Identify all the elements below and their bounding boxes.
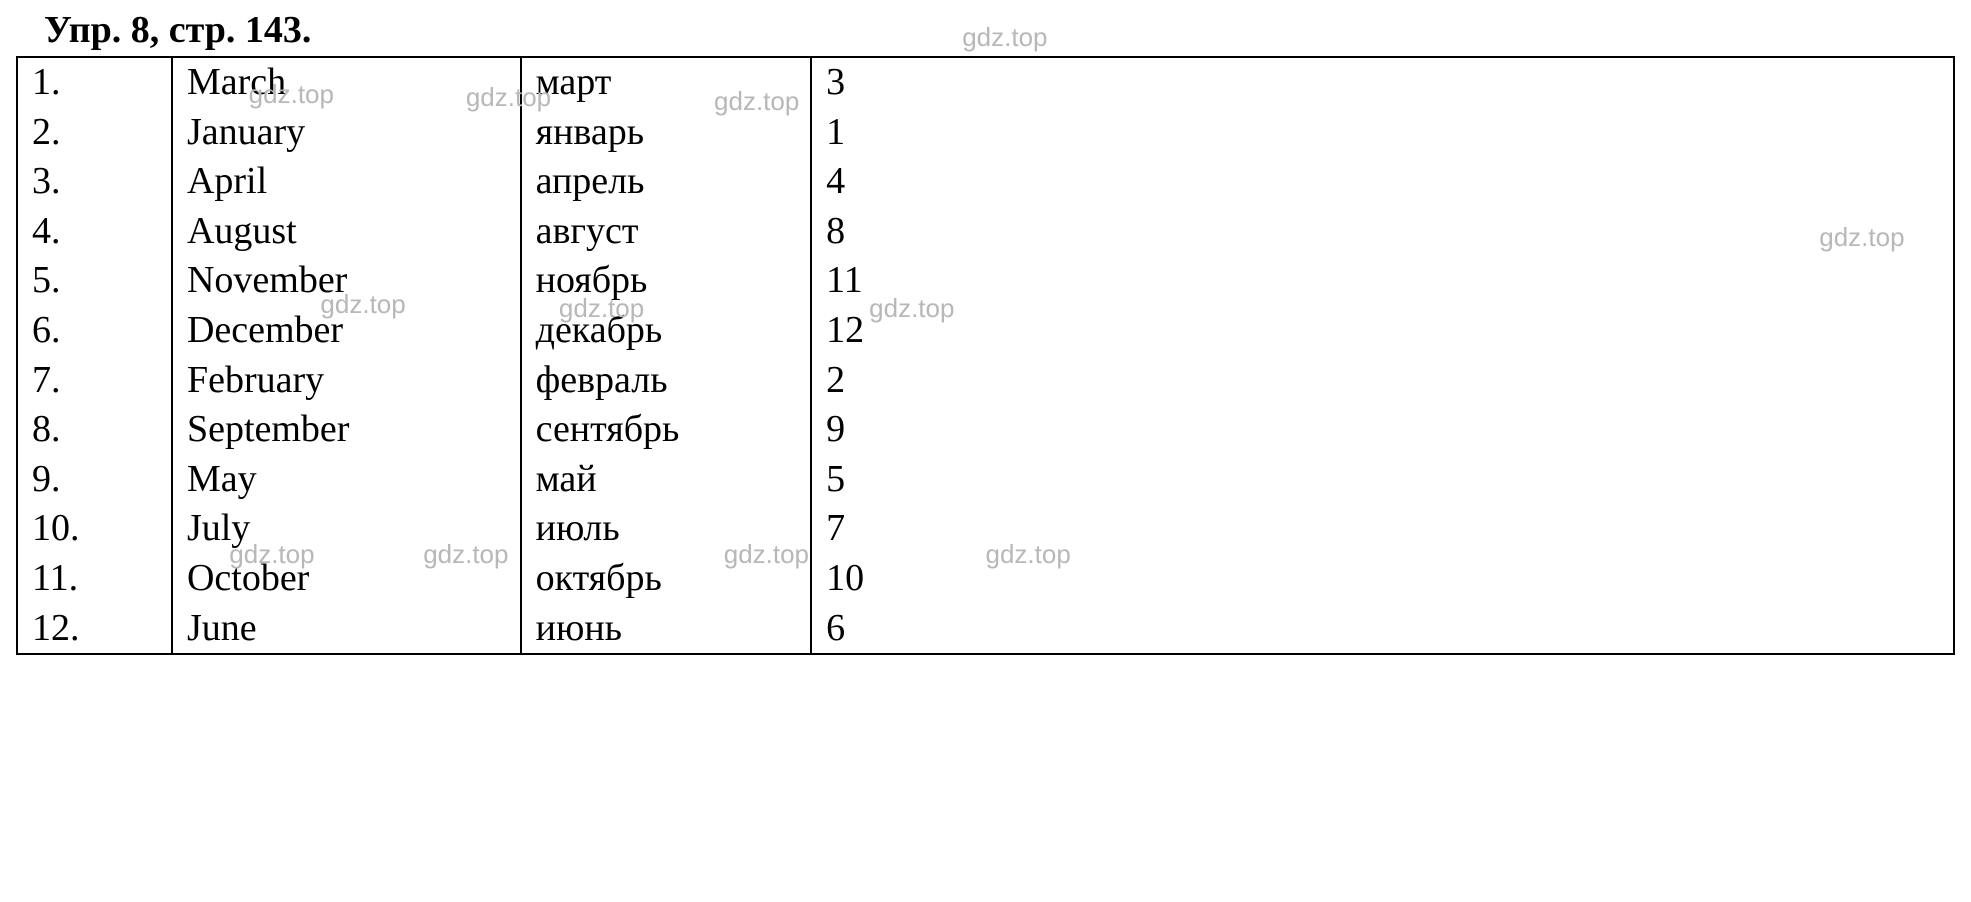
row-number: 5. [17, 256, 172, 306]
table-row: 12. June июнь 6 [17, 604, 1954, 655]
row-number: 2. [17, 108, 172, 158]
table-row: 11. October октябрь 10 [17, 554, 1954, 604]
months-table: 1. March март 3 2. January январь 1 3. A… [16, 56, 1955, 655]
month-order: 7 [811, 504, 1954, 554]
month-ru: ноябрь [521, 256, 812, 306]
table-row: 3. April апрель 4 [17, 157, 1954, 207]
row-number: 8. [17, 405, 172, 455]
month-en: July [172, 504, 521, 554]
row-number: 7. [17, 356, 172, 406]
row-number: 10. [17, 504, 172, 554]
month-order: 3 [811, 57, 1954, 108]
month-ru: апрель [521, 157, 812, 207]
document-root: Упр. 8, стр. 143. 1. March март 3 2. Jan… [16, 8, 1955, 655]
month-en: August [172, 207, 521, 257]
exercise-heading: Упр. 8, стр. 143. [44, 8, 1955, 52]
month-ru: июль [521, 504, 812, 554]
month-ru: май [521, 455, 812, 505]
month-order: 1 [811, 108, 1954, 158]
table-row: 5. November ноябрь 11 [17, 256, 1954, 306]
row-number: 6. [17, 306, 172, 356]
month-ru: сентябрь [521, 405, 812, 455]
month-en: May [172, 455, 521, 505]
month-ru: декабрь [521, 306, 812, 356]
table-row: 7. February февраль 2 [17, 356, 1954, 406]
month-order: 4 [811, 157, 1954, 207]
row-number: 3. [17, 157, 172, 207]
month-en: January [172, 108, 521, 158]
month-order: 10 [811, 554, 1954, 604]
month-en: September [172, 405, 521, 455]
month-ru: июнь [521, 604, 812, 655]
month-ru: февраль [521, 356, 812, 406]
month-en: October [172, 554, 521, 604]
month-ru: октябрь [521, 554, 812, 604]
month-order: 2 [811, 356, 1954, 406]
table-row: 6. December декабрь 12 [17, 306, 1954, 356]
row-number: 9. [17, 455, 172, 505]
month-ru: март [521, 57, 812, 108]
table-row: 4. August август 8 [17, 207, 1954, 257]
months-table-body: 1. March март 3 2. January январь 1 3. A… [17, 57, 1954, 654]
month-en: February [172, 356, 521, 406]
month-order: 9 [811, 405, 1954, 455]
month-order: 8 [811, 207, 1954, 257]
table-row: 1. March март 3 [17, 57, 1954, 108]
month-order: 6 [811, 604, 1954, 655]
row-number: 12. [17, 604, 172, 655]
table-row: 8. September сентябрь 9 [17, 405, 1954, 455]
table-row: 9. May май 5 [17, 455, 1954, 505]
month-order: 5 [811, 455, 1954, 505]
row-number: 4. [17, 207, 172, 257]
table-row: 10. July июль 7 [17, 504, 1954, 554]
month-ru: январь [521, 108, 812, 158]
row-number: 11. [17, 554, 172, 604]
month-en: December [172, 306, 521, 356]
month-en: November [172, 256, 521, 306]
month-en: June [172, 604, 521, 655]
table-row: 2. January январь 1 [17, 108, 1954, 158]
month-en: April [172, 157, 521, 207]
month-en: March [172, 57, 521, 108]
month-order: 12 [811, 306, 1954, 356]
row-number: 1. [17, 57, 172, 108]
month-ru: август [521, 207, 812, 257]
month-order: 11 [811, 256, 1954, 306]
